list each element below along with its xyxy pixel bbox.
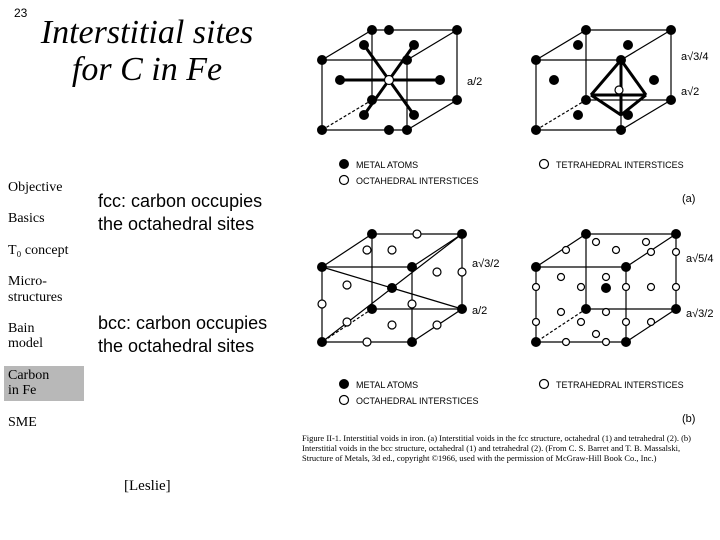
svg-text:a/2: a/2 (472, 305, 487, 317)
sidebar-item-t0: T₀ concept (4, 241, 84, 260)
sidebar-item-basics: Basics (4, 209, 84, 228)
svg-text:a√2: a√2 (681, 86, 699, 98)
figure-caption: Figure II-1. Interstitial voids in iron.… (302, 434, 702, 463)
svg-text:METAL ATOMS: METAL ATOMS (356, 160, 418, 170)
svg-text:OCTAHEDRAL INTERSTICES: OCTAHEDRAL INTERSTICES (356, 176, 479, 186)
svg-text:a√3/2: a√3/2 (686, 308, 713, 320)
svg-text:TETRAHEDRAL INTERSTICES: TETRAHEDRAL INTERSTICES (556, 380, 684, 390)
sidebar-item-sme: SME (4, 413, 84, 432)
slide-title: Interstitial sites for C in Fe (22, 14, 272, 89)
svg-text:OCTAHEDRAL INTERSTICES: OCTAHEDRAL INTERSTICES (356, 396, 479, 406)
svg-text:(b): (b) (682, 413, 695, 425)
bcc-description: bcc: carbon occupies the octahedral site… (98, 312, 268, 357)
svg-text:(a): (a) (682, 193, 695, 205)
svg-text:a/2: a/2 (467, 76, 482, 88)
sidebar-item-bain: Bain model (4, 319, 84, 354)
sidebar-item-objective: Objective (4, 178, 84, 197)
sidebar: Objective Basics T₀ concept Micro- struc… (4, 178, 84, 444)
fcc-description: fcc: carbon occupies the octahedral site… (98, 190, 268, 235)
svg-text:a√3/4: a√3/4 (681, 51, 708, 63)
sidebar-item-carbon: Carbon in Fe (4, 366, 84, 401)
svg-text:TETRAHEDRAL INTERSTICES: TETRAHEDRAL INTERSTICES (556, 160, 684, 170)
crystal-diagrams: a/2 a√3/4 (284, 12, 714, 524)
svg-text:METAL ATOMS: METAL ATOMS (356, 380, 418, 390)
citation: [Leslie] (124, 478, 171, 495)
sidebar-item-microstructures: Micro- structures (4, 272, 84, 307)
svg-text:a√3/2: a√3/2 (472, 258, 499, 270)
svg-text:a√5/4: a√5/4 (686, 253, 713, 265)
